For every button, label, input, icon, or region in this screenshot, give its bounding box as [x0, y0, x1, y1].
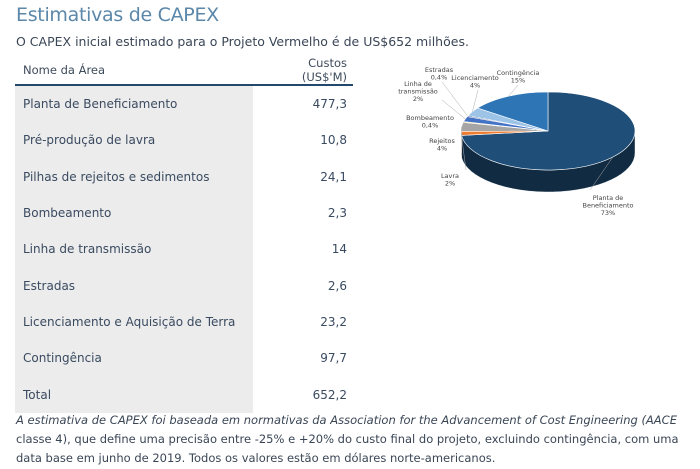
- slice-label: Licenciamento: [451, 74, 498, 82]
- leader-line: [508, 84, 519, 97]
- area-name: Planta de Beneficiamento: [15, 85, 253, 123]
- slice-label: Linha de: [404, 80, 432, 88]
- table-row: Total 652,2: [15, 376, 353, 413]
- slice-label: transmissão: [398, 88, 438, 96]
- slice-label: Planta de: [593, 194, 624, 202]
- leader-line: [441, 81, 468, 117]
- slice-label: Beneficiamento: [582, 202, 633, 210]
- area-name: Bombeamento: [15, 194, 253, 232]
- area-cost: 652,2: [312, 387, 347, 402]
- table-row: Pilhas de rejeitos e sedimentos 24,1: [15, 158, 353, 195]
- area-cost: 14: [331, 242, 347, 257]
- footnote-italic: A estimativa de CAPEX foi baseada em nor…: [16, 413, 677, 427]
- table-row: Bombeamento 2,3: [15, 194, 353, 232]
- table-row: Licenciamento e Aquisição de Terra 23,2: [15, 303, 353, 341]
- table-row: Linha de transmissão 14: [15, 231, 353, 268]
- pie-slice: [476, 91, 549, 132]
- column-header-cost: Custos (US$'M): [253, 56, 353, 86]
- leader-line: [472, 89, 479, 112]
- column-header-area: Nome da Área: [15, 56, 253, 86]
- slice-label: Bombeamento: [406, 114, 454, 122]
- area-cost: 2,3: [327, 206, 347, 221]
- slice-percent: 4%: [470, 82, 480, 90]
- leader-line: [441, 99, 466, 120]
- footnote: A estimativa de CAPEX foi baseada em nor…: [16, 411, 696, 468]
- leader-line: [463, 121, 467, 126]
- area-name: Pilhas de rejeitos e sedimentos: [15, 158, 253, 195]
- page-title: Estimativas de CAPEX: [16, 4, 219, 26]
- capex-pie-chart: Planta deBeneficiamento73%Lavra2%Rejeito…: [398, 66, 636, 217]
- slice-percent: 4%: [437, 145, 447, 153]
- page-subtitle: O CAPEX inicial estimado para o Projeto …: [16, 34, 469, 49]
- slice-label: Estradas: [425, 66, 454, 74]
- area-name: Total: [15, 376, 253, 413]
- area-name: Pré-produção de lavra: [15, 122, 253, 159]
- slice-percent: 2%: [445, 180, 455, 188]
- slice-percent: 0,4%: [431, 74, 448, 82]
- area-name: Licenciamento e Aquisição de Terra: [15, 303, 253, 341]
- area-cost: 477,3: [312, 97, 347, 112]
- area-cost: 2,6: [327, 278, 347, 293]
- area-cost: 23,2: [320, 314, 347, 329]
- slice-percent: 2%: [413, 95, 423, 103]
- slice-label: Rejeitos: [429, 137, 455, 145]
- slice-label: Contingência: [497, 69, 540, 77]
- area-name: Contingência: [15, 340, 253, 377]
- leader-line: [589, 156, 614, 191]
- area-cost: 97,7: [320, 351, 347, 366]
- slice-label: Lavra: [441, 172, 459, 180]
- table-row: Contingência 97,7: [15, 340, 353, 377]
- slice-percent: 73%: [601, 209, 615, 217]
- footnote-text: classe 4), que define uma precisão entre…: [16, 432, 679, 465]
- capex-table: Nome da Área Custos (US$'M) Planta de Be…: [15, 56, 353, 413]
- table-row: Estradas 2,6: [15, 267, 353, 304]
- area-name: Linha de transmissão: [15, 231, 253, 268]
- table-row: Planta de Beneficiamento 477,3: [15, 85, 353, 123]
- area-cost: 10,8: [320, 133, 347, 148]
- slice-percent: 15%: [511, 77, 525, 85]
- table-row: Pré-produção de lavra 10,8: [15, 122, 353, 159]
- slice-percent: 0,4%: [422, 122, 439, 130]
- area-cost: 24,1: [320, 169, 347, 184]
- area-name: Estradas: [15, 267, 253, 304]
